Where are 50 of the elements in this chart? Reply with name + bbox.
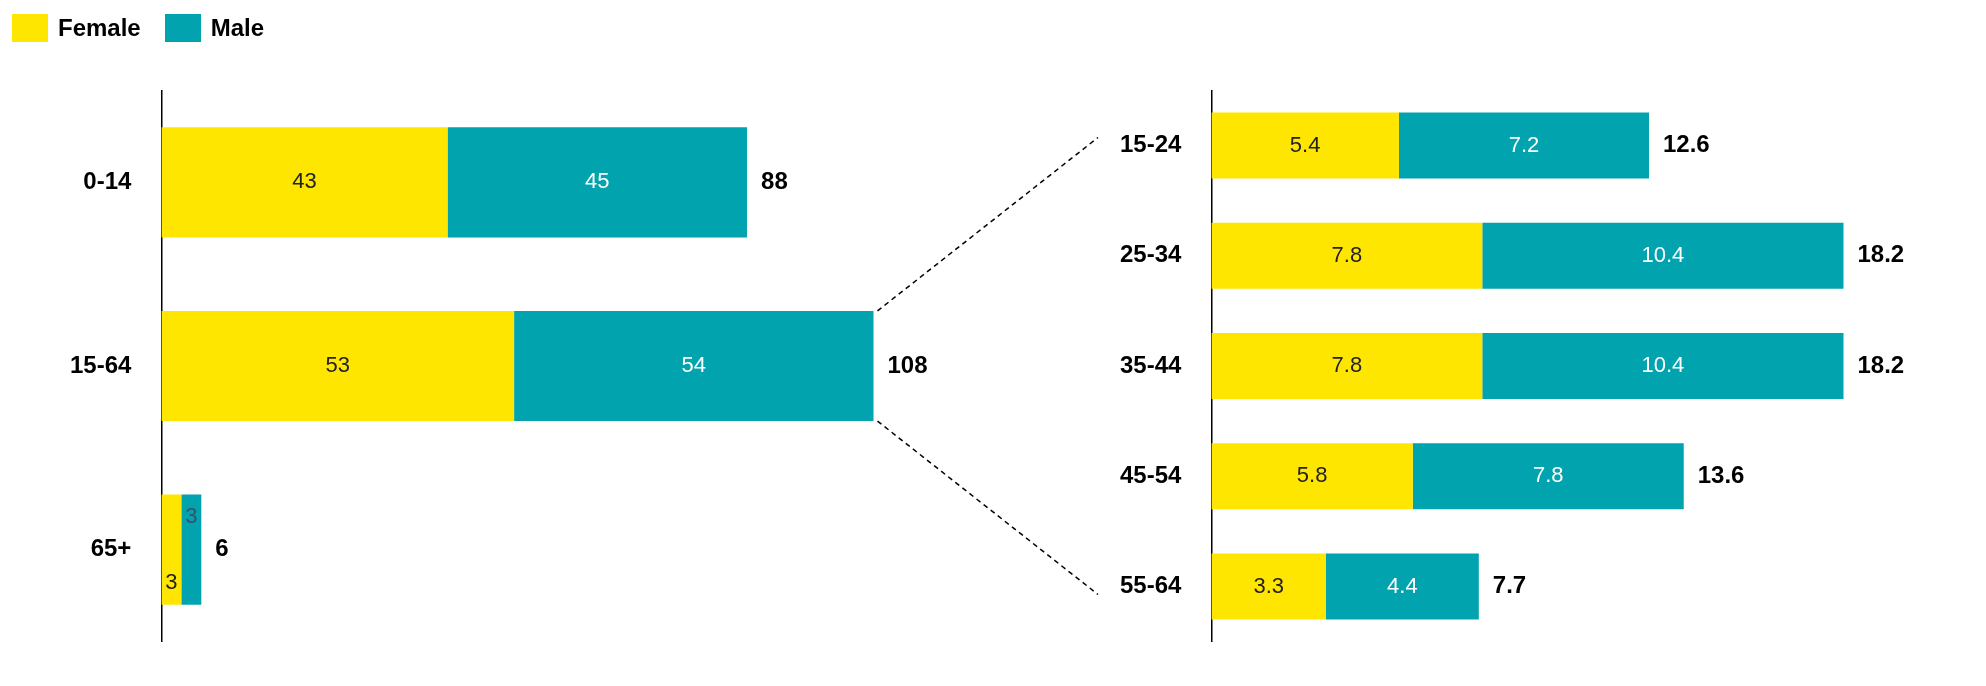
data-label: 7.2 bbox=[1508, 131, 1540, 157]
bar bbox=[1211, 222, 1483, 289]
data-label: 43 bbox=[292, 168, 317, 194]
bar bbox=[1211, 553, 1326, 620]
bar bbox=[1482, 222, 1844, 289]
data-label: 5.8 bbox=[1296, 462, 1328, 488]
legend-label: Male bbox=[210, 14, 265, 42]
data-label: 10.4 bbox=[1641, 352, 1685, 378]
y-tick-label: 15-64 bbox=[69, 350, 133, 378]
bar bbox=[1211, 443, 1413, 510]
data-label: 10.4 bbox=[1641, 241, 1685, 267]
bar bbox=[1482, 332, 1844, 400]
total-label: 108 bbox=[887, 350, 928, 378]
y-tick-label: 35-44 bbox=[1119, 350, 1183, 378]
bar bbox=[1211, 112, 1399, 179]
bar bbox=[161, 494, 182, 605]
y-tick-label: 65+ bbox=[90, 534, 132, 562]
y-tick-label: 55-64 bbox=[1119, 571, 1183, 599]
bar bbox=[181, 494, 202, 605]
y-tick-label: 15-24 bbox=[1119, 130, 1183, 158]
bar bbox=[1398, 112, 1649, 179]
total-label: 13.6 bbox=[1697, 460, 1745, 488]
data-label: 7.8 bbox=[1331, 352, 1363, 378]
total-label: 12.6 bbox=[1662, 130, 1710, 158]
y-tick-label: 0-14 bbox=[83, 166, 133, 194]
bar bbox=[447, 127, 748, 238]
bar bbox=[161, 127, 448, 238]
total-label: 18.2 bbox=[1857, 240, 1905, 268]
legend-label: Female bbox=[58, 14, 141, 42]
data-label: 3.3 bbox=[1253, 572, 1284, 598]
bar bbox=[1412, 443, 1684, 510]
total-label: 7.7 bbox=[1492, 571, 1527, 599]
data-label: 4.4 bbox=[1387, 572, 1418, 598]
total-label: 6 bbox=[215, 534, 229, 562]
bar bbox=[161, 310, 515, 422]
bar bbox=[1211, 332, 1483, 400]
total-label: 18.2 bbox=[1857, 350, 1905, 378]
data-label: 53 bbox=[325, 352, 350, 378]
y-tick-label: 25-34 bbox=[1119, 240, 1183, 268]
data-label: 45 bbox=[585, 168, 610, 194]
bar bbox=[514, 310, 874, 422]
data-label: 54 bbox=[681, 352, 707, 378]
bar bbox=[1326, 553, 1479, 620]
data-label: 3 bbox=[165, 568, 178, 594]
data-label: 3 bbox=[185, 502, 198, 528]
y-tick-label: 45-54 bbox=[1119, 460, 1183, 488]
data-label: 5.4 bbox=[1289, 131, 1321, 157]
total-label: 88 bbox=[761, 166, 788, 194]
data-label: 7.8 bbox=[1331, 241, 1363, 267]
data-label: 7.8 bbox=[1532, 462, 1564, 488]
